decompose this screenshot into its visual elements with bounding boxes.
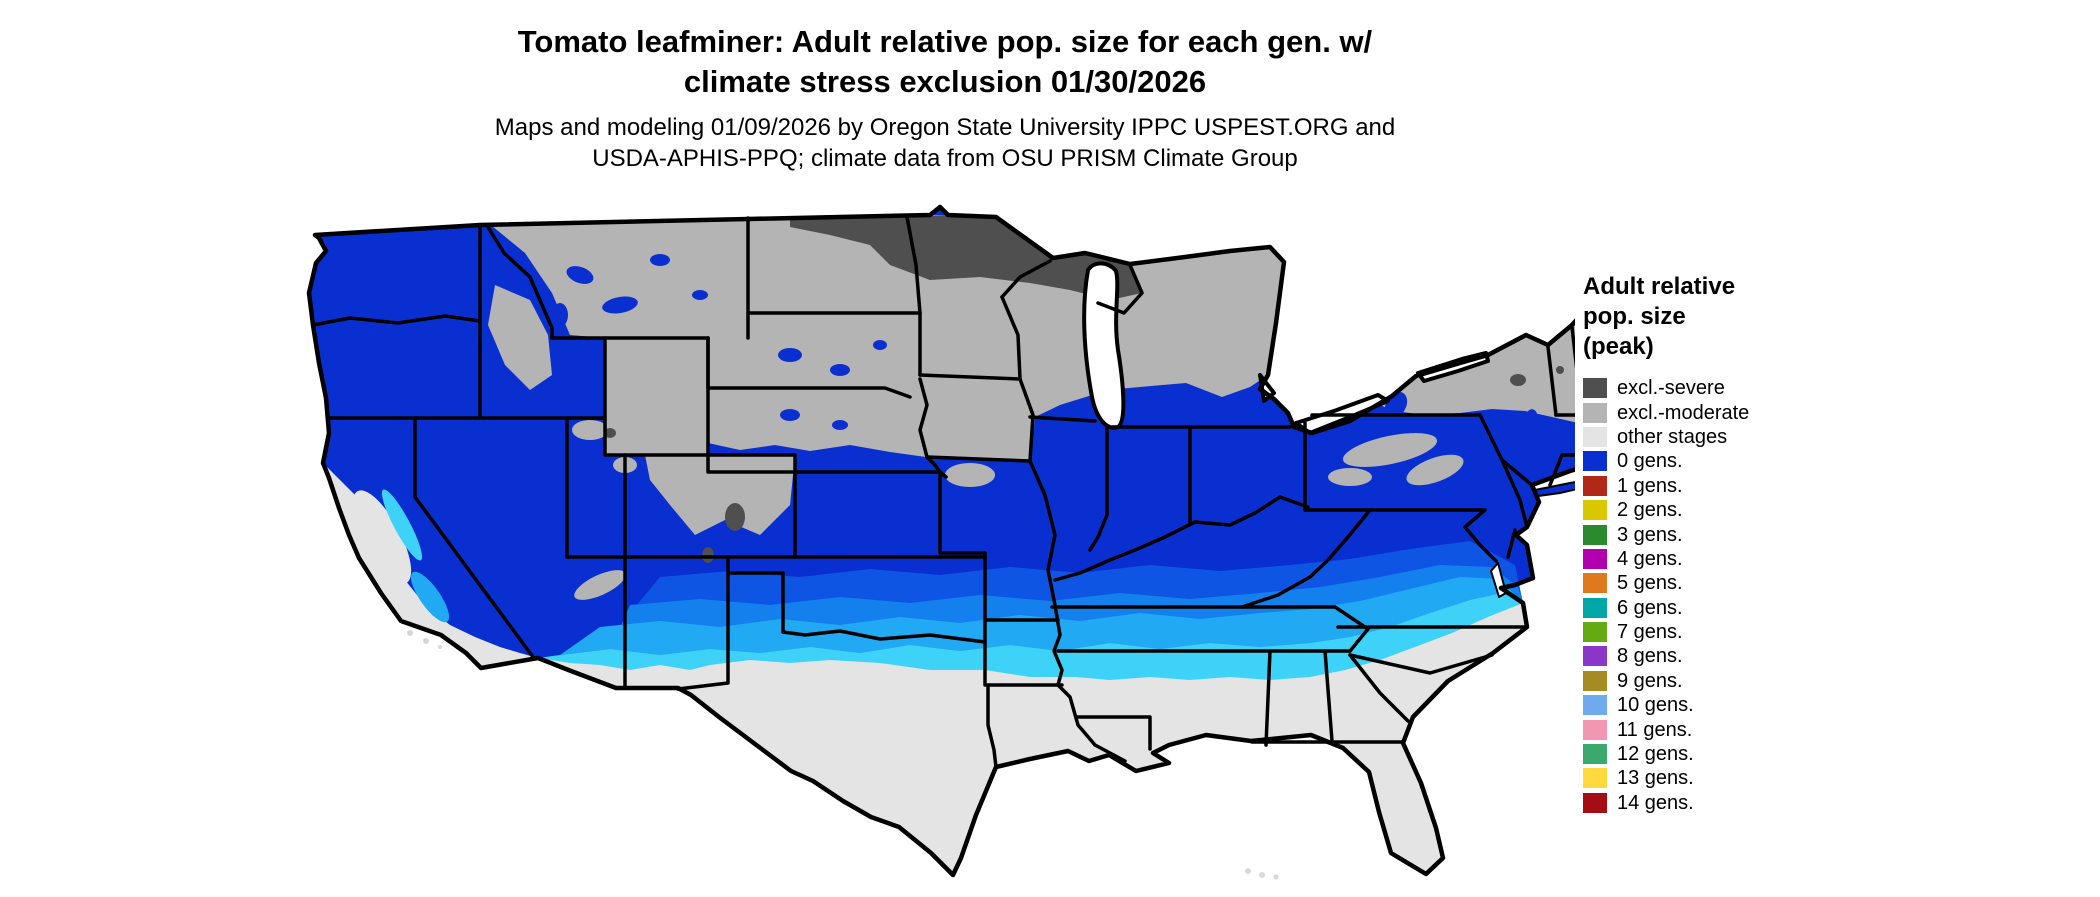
region-severe-colorado2 [702,547,714,563]
legend-swatch-excl-moderate [1583,402,1607,423]
legend-label: 9 gens. [1617,669,1683,692]
legend-label: 3 gens. [1617,523,1683,546]
legend-item-7-gens: 7 gens. [1583,620,1883,644]
region-severe-utah [604,428,616,438]
map-subtitle-line2: USDA-APHIS-PPQ; climate data from OSU PR… [592,145,1298,172]
region-severe-vt [1556,366,1564,374]
legend-swatch-7-gens [1583,622,1607,643]
legend-item-6-gens: 6 gens. [1583,596,1883,620]
legend-title-line2: pop. size [1583,303,1686,330]
legend-swatch-3-gens [1583,524,1607,545]
us-map-svg [306,204,1697,880]
legend-label: excl.-moderate [1617,401,1750,424]
legend-label: 7 gens. [1617,621,1683,644]
map-subtitle: Maps and modeling 01/09/2026 by Oregon S… [0,112,1890,174]
legend-item-14-gens: 14 gens. [1583,791,1883,815]
region-gray-arizona [574,570,626,600]
legend-swatch-1-gens [1583,475,1607,496]
legend-item-8-gens: 8 gens. [1583,644,1883,668]
legend-items: excl.-severe excl.-moderate other stages… [1583,376,1883,815]
legend-item-excl-moderate: excl.-moderate [1583,400,1883,424]
legend-swatch-5-gens [1583,573,1607,594]
region-other-ca-valley [352,490,412,584]
region-band-4 [538,593,1523,685]
legend-swatch-other-stages [1583,426,1607,447]
legend-label: 11 gens. [1617,718,1693,741]
us-outline [306,204,1697,878]
map-title-line1: Tomato leafminer: Adult relative pop. si… [517,24,1373,59]
legend-label: 14 gens. [1617,791,1694,814]
map-title: Tomato leafminer: Adult relative pop. si… [0,22,1890,102]
legend-item-3-gens: 3 gens. [1583,522,1883,546]
legend-title-line1: Adult relative [1583,273,1736,300]
legend-swatch-6-gens [1583,597,1607,618]
legend-label: 1 gens. [1617,474,1683,497]
legend-swatch-8-gens [1583,646,1607,667]
region-islands [407,630,1279,880]
legend-swatch-0-gens [1583,451,1607,472]
legend-swatch-9-gens [1583,670,1607,691]
legend-label: 13 gens. [1617,767,1694,790]
region-cyan-ca-fringe2 [410,571,450,623]
legend-label: 0 gens. [1617,450,1683,473]
legend-label: 2 gens. [1617,499,1683,522]
region-gray-missouri [945,463,995,487]
map-subtitle-line1: Maps and modeling 01/09/2026 by Oregon S… [494,114,1396,141]
region-gray-pa2 [1406,454,1464,486]
legend-item-5-gens: 5 gens. [1583,571,1883,595]
legend-label: 4 gens. [1617,547,1683,570]
legend-swatch-12-gens [1583,744,1607,765]
legend-item-other-stages: other stages [1583,425,1883,449]
map-legend: Adult relative pop. size (peak) excl.-se… [1583,272,1883,815]
region-excl-moderate-rockies [645,455,795,535]
legend-item-9-gens: 9 gens. [1583,669,1883,693]
us-choropleth-map [230,165,1697,892]
legend-item-12-gens: 12 gens. [1583,742,1883,766]
region-excl-moderate-idaho [488,285,552,390]
legend-swatch-10-gens [1583,695,1607,716]
lake-michigan [1082,261,1126,430]
legend-swatch-2-gens [1583,500,1607,521]
legend-item-excl-severe: excl.-severe [1583,376,1883,400]
legend-title-line3: (peak) [1583,333,1654,360]
legend-swatch-13-gens [1583,768,1607,789]
legend-label: other stages [1617,425,1728,448]
region-cyan-ca-fringe1 [381,489,423,561]
legend-swatch-14-gens [1583,792,1607,813]
legend-swatch-excl-severe [1583,378,1607,399]
legend-item-10-gens: 10 gens. [1583,693,1883,717]
legend-swatch-4-gens [1583,548,1607,569]
legend-label: 5 gens. [1617,572,1683,595]
region-severe-adirondacks [1510,374,1526,386]
region-gray-pa1 [1342,433,1438,467]
region-gray-pa3 [1328,468,1372,486]
legend-item-13-gens: 13 gens. [1583,766,1883,790]
legend-title: Adult relative pop. size (peak) [1583,272,1883,362]
legend-item-2-gens: 2 gens. [1583,498,1883,522]
region-excl-severe-minnesota [790,215,1142,300]
region-gray-utah [572,420,608,440]
legend-label: 8 gens. [1617,645,1683,668]
legend-label: 10 gens. [1617,694,1694,717]
legend-label: excl.-severe [1617,377,1725,400]
legend-label: 6 gens. [1617,596,1683,619]
region-severe-colorado1 [725,503,745,531]
legend-item-4-gens: 4 gens. [1583,547,1883,571]
map-title-line2: climate stress exclusion 01/30/2026 [683,64,1207,99]
legend-item-1-gens: 1 gens. [1583,474,1883,498]
region-other-stages-south [538,603,1527,875]
legend-item-11-gens: 11 gens. [1583,717,1883,741]
legend-swatch-11-gens [1583,719,1607,740]
legend-label: 12 gens. [1617,743,1694,766]
legend-item-0-gens: 0 gens. [1583,449,1883,473]
